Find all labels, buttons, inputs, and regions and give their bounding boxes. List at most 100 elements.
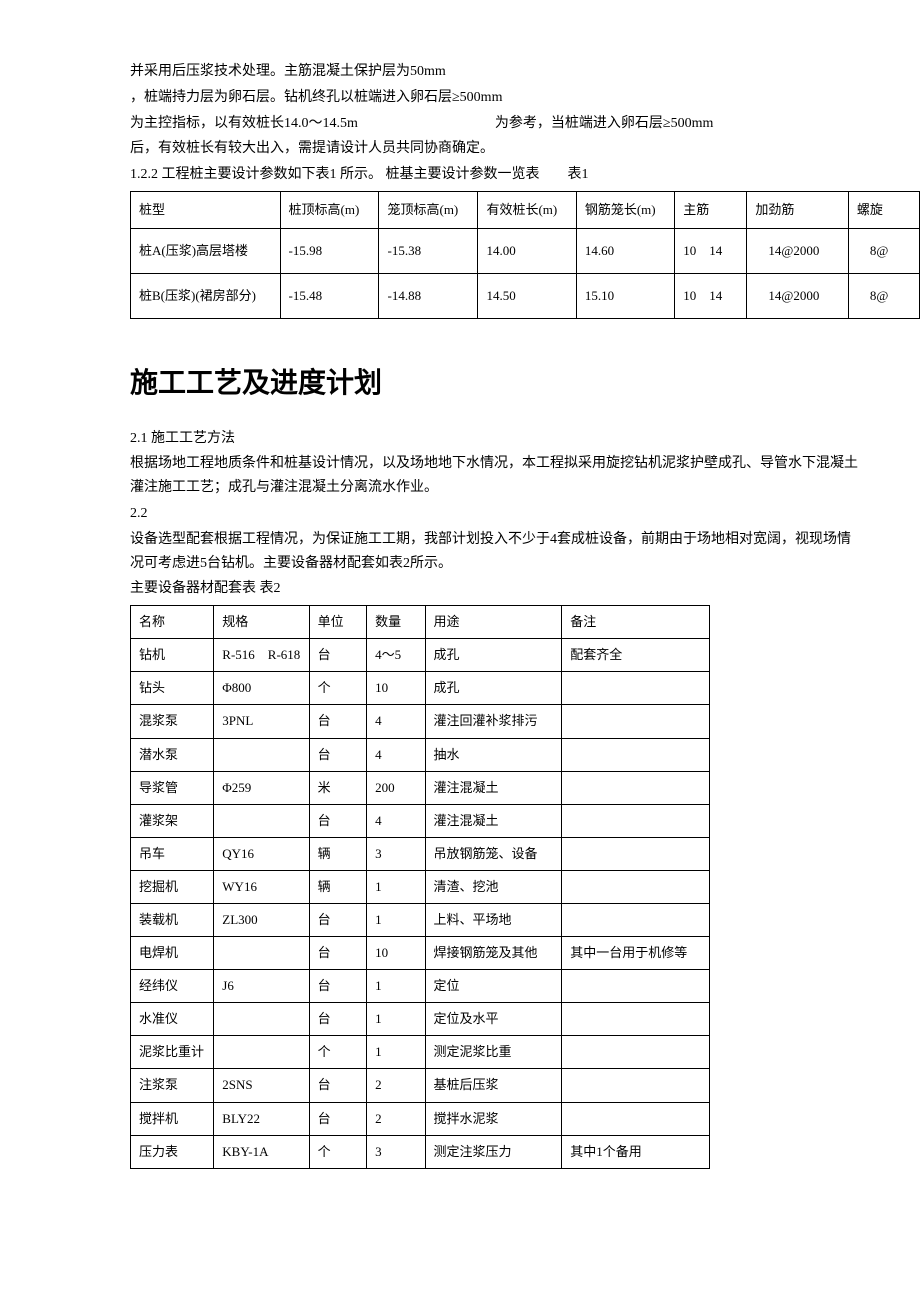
table2-cell: 台	[309, 1069, 367, 1102]
table2-header-cell: 备注	[562, 606, 710, 639]
table2-cell: 2	[367, 1069, 425, 1102]
table-row: 桩A(压浆)高层塔楼-15.98-15.3814.0014.6010 14 14…	[131, 228, 920, 273]
table2-cell	[214, 937, 309, 970]
table2-caption: 主要设备器材配套表 表2	[130, 577, 860, 601]
table2-cell: 灌注混凝土	[425, 771, 562, 804]
table-row: 混浆泵3PNL台4灌注回灌补浆排污	[131, 705, 710, 738]
table2-cell: 吊车	[131, 837, 214, 870]
table2-cell: J6	[214, 970, 309, 1003]
table2-cell: 10	[367, 672, 425, 705]
table2-cell	[562, 771, 710, 804]
table2-cell: 1	[367, 970, 425, 1003]
table2-cell: 基桩后压浆	[425, 1069, 562, 1102]
table2-cell: 台	[309, 1102, 367, 1135]
intro-line5: 1.2.2 工程桩主要设计参数如下表1 所示。 桩基主要设计参数一览表 表1	[130, 163, 860, 187]
table-row: 钻头Φ800个10成孔	[131, 672, 710, 705]
table-row: 挖掘机WY16辆1清渣、挖池	[131, 870, 710, 903]
table2-cell: 混浆泵	[131, 705, 214, 738]
table2-cell: 4～5	[367, 639, 425, 672]
table2-cell: 个	[309, 1036, 367, 1069]
table1-cell: 14.60	[576, 228, 674, 273]
table1-cell: -15.98	[280, 228, 379, 273]
table2-cell: 测定注浆压力	[425, 1135, 562, 1168]
table2-cell	[214, 1003, 309, 1036]
table2-cell: 4	[367, 738, 425, 771]
table1-header-cell: 有效桩长(m)	[478, 191, 576, 228]
table2-cell: 搅拌水泥浆	[425, 1102, 562, 1135]
table-row: 吊车QY16辆3吊放钢筋笼、设备	[131, 837, 710, 870]
table2-cell: 3	[367, 1135, 425, 1168]
table2-cell	[214, 804, 309, 837]
table1-cell: 桩B(压浆)(裙房部分)	[131, 273, 281, 318]
table2-cell: 200	[367, 771, 425, 804]
table2-cell: WY16	[214, 870, 309, 903]
section21-label: 2.1 施工工艺方法	[130, 427, 860, 451]
table2-cell: 其中一台用于机修等	[562, 937, 710, 970]
table2-cell: 灌浆架	[131, 804, 214, 837]
table2-cell: 台	[309, 639, 367, 672]
table2-cell: Φ800	[214, 672, 309, 705]
table2-cell: 辆	[309, 870, 367, 903]
table-row: 搅拌机BLY22台2搅拌水泥浆	[131, 1102, 710, 1135]
table1-cell: 桩A(压浆)高层塔楼	[131, 228, 281, 273]
table2-cell	[214, 1036, 309, 1069]
table2-header-cell: 数量	[367, 606, 425, 639]
table2-header-cell: 名称	[131, 606, 214, 639]
table-row: 灌浆架台4灌注混凝土	[131, 804, 710, 837]
table1-cell: 8@	[848, 273, 919, 318]
table2-cell: 4	[367, 804, 425, 837]
section21-text: 根据场地工程地质条件和桩基设计情况，以及场地地下水情况，本工程拟采用旋挖钻机泥浆…	[130, 452, 860, 500]
table2-cell	[562, 970, 710, 1003]
table1-cell: -15.38	[379, 228, 478, 273]
table2-cell: 辆	[309, 837, 367, 870]
table2-cell: 抽水	[425, 738, 562, 771]
table2-cell: 电焊机	[131, 937, 214, 970]
table2-cell: 成孔	[425, 639, 562, 672]
intro-line2: ，桩端持力层为卵石层。钻机终孔以桩端进入卵石层≥500mm	[130, 86, 860, 110]
table1-cell: 14@2000	[747, 273, 848, 318]
table2-cell: 台	[309, 705, 367, 738]
table2-cell: 钻头	[131, 672, 214, 705]
table-row: 电焊机台10焊接钢筋笼及其他其中一台用于机修等	[131, 937, 710, 970]
table2-cell: 1	[367, 1036, 425, 1069]
intro-line3a: 为主控指标，以有效桩长14.0～14.5m	[130, 116, 358, 131]
table1-header-cell: 笼顶标高(m)	[379, 191, 478, 228]
table2-cell: 挖掘机	[131, 870, 214, 903]
table2-cell: 钻机	[131, 639, 214, 672]
table2-cell	[562, 904, 710, 937]
table-row: 经纬仪J6台1定位	[131, 970, 710, 1003]
table-row: 压力表KBY-1A个3测定注浆压力其中1个备用	[131, 1135, 710, 1168]
table2-cell	[562, 1036, 710, 1069]
table2-cell: 2	[367, 1102, 425, 1135]
table2-cell: 台	[309, 904, 367, 937]
table1-header-cell: 主筋	[675, 191, 747, 228]
table2-cell: 装载机	[131, 904, 214, 937]
table2-cell: 1	[367, 904, 425, 937]
table2-cell: 泥浆比重计	[131, 1036, 214, 1069]
table2-cell	[562, 672, 710, 705]
table2-cell	[562, 1069, 710, 1102]
table1-cell: 8@	[848, 228, 919, 273]
table2-cell: 清渣、挖池	[425, 870, 562, 903]
table2-cell: 潜水泵	[131, 738, 214, 771]
section22-text: 设备选型配套根据工程情况，为保证施工工期，我部计划投入不少于4套成桩设备，前期由…	[130, 528, 860, 576]
table1-cell: 14.50	[478, 273, 576, 318]
table-equipment: 名称规格单位数量用途备注 钻机R-516 R-618台4～5成孔配套齐全钻头Φ8…	[130, 605, 710, 1169]
table2-cell: BLY22	[214, 1102, 309, 1135]
table2-cell: KBY-1A	[214, 1135, 309, 1168]
table2-cell: 配套齐全	[562, 639, 710, 672]
table2-cell	[562, 1003, 710, 1036]
table-row: 钻机R-516 R-618台4～5成孔配套齐全	[131, 639, 710, 672]
table2-cell	[562, 804, 710, 837]
table2-cell: 个	[309, 1135, 367, 1168]
table2-cell: 3PNL	[214, 705, 309, 738]
table2-cell: 4	[367, 705, 425, 738]
table2-cell: 经纬仪	[131, 970, 214, 1003]
table1-header-cell: 钢筋笼长(m)	[576, 191, 674, 228]
table2-cell: 水准仪	[131, 1003, 214, 1036]
table2-cell: QY16	[214, 837, 309, 870]
table2-cell: 导浆管	[131, 771, 214, 804]
table1-cell: -15.48	[280, 273, 379, 318]
table2-cell: 灌注回灌补浆排污	[425, 705, 562, 738]
table2-header-cell: 单位	[309, 606, 367, 639]
